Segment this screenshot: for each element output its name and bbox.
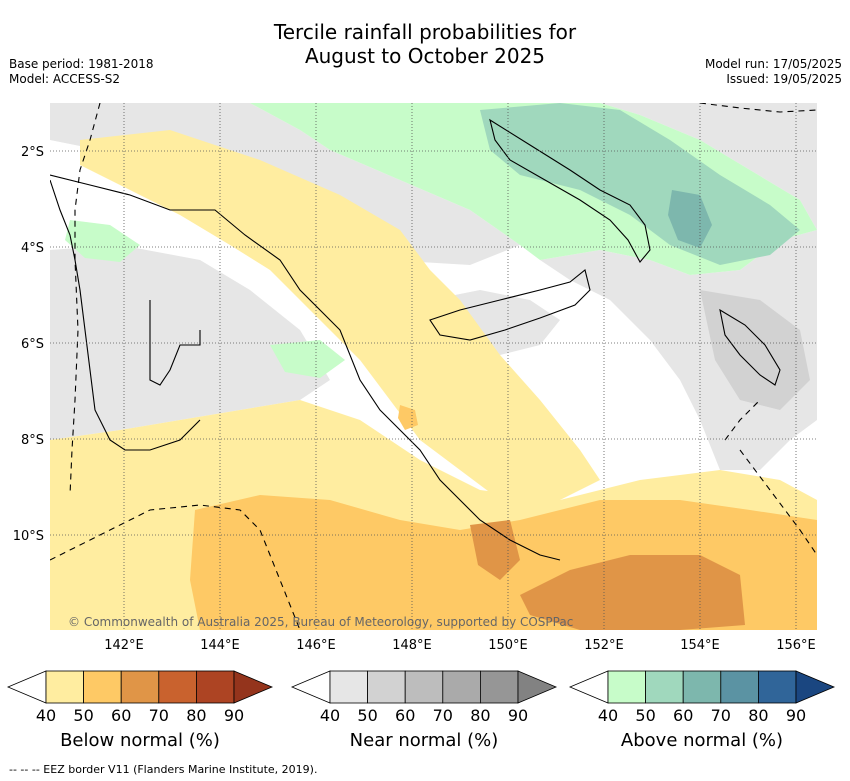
eez-border bbox=[69, 103, 101, 496]
colorbar-segment bbox=[758, 670, 797, 704]
lon-label: 146°E bbox=[296, 638, 336, 653]
lat-label: 2°S bbox=[21, 145, 44, 160]
gridlines bbox=[50, 103, 817, 630]
colorbar-under-triangle bbox=[6, 670, 47, 704]
colorbar-segment bbox=[45, 670, 84, 704]
above-normal-label: Above normal (%) bbox=[620, 730, 784, 751]
colorbar-tick-label: 60 bbox=[395, 706, 415, 725]
coastline-new-britain bbox=[429, 269, 591, 341]
colorbar-tick-label: 70 bbox=[711, 706, 731, 725]
colorbar-segment bbox=[404, 670, 444, 704]
colorbar-segment bbox=[158, 670, 197, 704]
near-normal-region-east-2 bbox=[700, 290, 810, 410]
lon-label: 156°E bbox=[776, 638, 816, 653]
lon-label: 152°E bbox=[584, 638, 624, 653]
above-normal-colorbar: 40 50 60 70 80 90 bbox=[568, 670, 836, 725]
colorbar-segment bbox=[479, 670, 519, 704]
colorbar-tick-label: 80 bbox=[186, 706, 206, 725]
colorbar-tick-label: 40 bbox=[36, 706, 56, 725]
above-normal-region-north-50 bbox=[480, 103, 800, 265]
colorbar-tick-label: 60 bbox=[673, 706, 693, 725]
colorbar-tick-label: 50 bbox=[73, 706, 93, 725]
lat-label: 6°S bbox=[21, 337, 44, 352]
below-normal-colorbar: 40 50 60 70 80 90 bbox=[6, 670, 274, 725]
meta-left: Base period: 1981-2018 Model: ACCESS-S2 bbox=[9, 57, 154, 87]
colorbar-tick-label: 70 bbox=[149, 706, 169, 725]
model-run-text: Model run: 17/05/2025 bbox=[704, 57, 842, 71]
colorbar-tick-label: 60 bbox=[111, 706, 131, 725]
model-text: Model: ACCESS-S2 bbox=[9, 72, 121, 86]
colorbar-tick-label: 50 bbox=[357, 706, 377, 725]
colorbar-segment bbox=[645, 670, 684, 704]
colorbar-tick-label: 90 bbox=[508, 706, 528, 725]
below-normal-region-north bbox=[80, 130, 600, 500]
coastline-bougainville bbox=[719, 308, 781, 386]
lon-label: 142°E bbox=[104, 638, 144, 653]
colorbar-tick-label: 70 bbox=[433, 706, 453, 725]
lat-label: 10°S bbox=[13, 529, 44, 544]
map-panel: © Commonwealth of Australia 2025, Bureau… bbox=[50, 103, 817, 630]
colorbar-tick-label: 40 bbox=[598, 706, 618, 725]
colorbar-segment bbox=[367, 670, 406, 704]
issued-text: Issued: 19/05/2025 bbox=[726, 72, 842, 86]
colorbar-segment bbox=[607, 670, 646, 704]
coastline-new-ireland bbox=[489, 118, 651, 263]
lon-label: 154°E bbox=[680, 638, 720, 653]
colorbar-tick-label: 90 bbox=[224, 706, 244, 725]
copyright-text: © Commonwealth of Australia 2025, Bureau… bbox=[68, 615, 573, 629]
eez-border-ne bbox=[699, 103, 817, 113]
colorbar-segment bbox=[83, 670, 122, 704]
colorbar-segment bbox=[720, 670, 759, 704]
longitude-labels: 142°E 144°E 146°E 148°E 150°E 152°E 154°E 156°E bbox=[104, 638, 816, 653]
title-line-2: August to October 2025 bbox=[304, 44, 546, 68]
eez-border-east bbox=[724, 399, 817, 556]
colorbar-segment bbox=[329, 670, 368, 704]
lat-label: 8°S bbox=[21, 433, 44, 448]
base-period-text: Base period: 1981-2018 bbox=[9, 57, 154, 71]
colorbar-tick-label: 50 bbox=[635, 706, 655, 725]
colorbar-over-triangle bbox=[795, 670, 836, 704]
lat-label: 4°S bbox=[21, 241, 44, 256]
colorbar-tick-label: 90 bbox=[786, 706, 806, 725]
title-line-1: Tercile rainfall probabilities for bbox=[273, 20, 577, 44]
eez-footer: -- -- -- EEZ border V11 (Flanders Marine… bbox=[9, 763, 318, 776]
below-normal-region-mid-50 bbox=[398, 405, 418, 430]
lon-label: 144°E bbox=[200, 638, 240, 653]
border-line bbox=[149, 300, 201, 386]
colorbar-segment bbox=[120, 670, 160, 704]
colorbars: 40 50 60 70 80 90 40 50 60 70 80 90 40 50 60 70 80 90 bbox=[6, 670, 836, 725]
near-normal-label: Near normal (%) bbox=[349, 730, 499, 751]
meta-right: Model run: 17/05/2025 Issued: 19/05/2025 bbox=[705, 57, 842, 87]
above-normal-region-west bbox=[65, 220, 140, 262]
colorbar-segment bbox=[442, 670, 481, 704]
colorbar-tick-label: 80 bbox=[748, 706, 768, 725]
colorbar-tick-label: 80 bbox=[470, 706, 490, 725]
lon-label: 148°E bbox=[392, 638, 432, 653]
colorbar-under-triangle bbox=[568, 670, 609, 704]
coastline-new-guinea bbox=[50, 174, 561, 561]
latitude-labels: 2°S 4°S 6°S 8°S 10°S bbox=[13, 145, 44, 544]
colorbar-segment bbox=[682, 670, 722, 704]
eez-border-south bbox=[50, 504, 301, 630]
colorbar-over-triangle bbox=[233, 670, 274, 704]
above-normal-region-mid bbox=[270, 340, 345, 378]
colorbar-tick-label: 40 bbox=[320, 706, 340, 725]
below-normal-label: Below normal (%) bbox=[60, 730, 220, 751]
below-normal-region-south-60b bbox=[520, 555, 745, 630]
above-normal-region-north-60 bbox=[668, 190, 712, 248]
near-normal-region-west bbox=[50, 245, 330, 440]
colorbar-over-triangle bbox=[517, 670, 558, 704]
colorbar-segment bbox=[195, 670, 235, 704]
colorbar-under-triangle bbox=[290, 670, 331, 704]
lon-label: 150°E bbox=[488, 638, 528, 653]
near-normal-colorbar: 40 50 60 70 80 90 bbox=[290, 670, 558, 725]
chart-title: Tercile rainfall probabilities for Augus… bbox=[0, 20, 850, 68]
